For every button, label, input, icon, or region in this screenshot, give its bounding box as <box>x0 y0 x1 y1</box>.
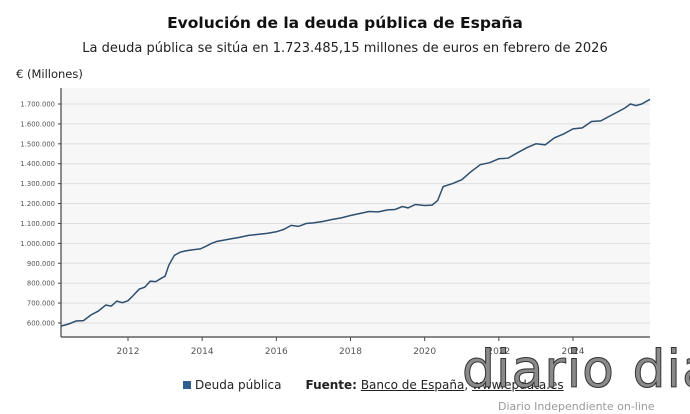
source-link-epdata[interactable]: www.epdata.es <box>472 378 564 392</box>
x-tick-label: 2016 <box>265 347 288 357</box>
plot-area <box>61 88 650 337</box>
y-tick-label: 1.100.000 <box>20 220 55 228</box>
y-tick-label: 1.200.000 <box>20 200 55 208</box>
y-tick-label: 1.400.000 <box>20 160 55 168</box>
x-tick-label: 2020 <box>413 347 436 357</box>
source-link-banco[interactable]: Banco de España <box>360 378 465 392</box>
y-tick-label: 1.700.000 <box>20 101 55 109</box>
series-line-deuda-publica <box>61 98 651 327</box>
y-tick-label: 1.300.000 <box>20 180 55 188</box>
legend-label: Deuda pública <box>195 378 282 392</box>
gridlines <box>61 103 650 324</box>
watermark-tagline: Diario Independiente on-line <box>498 400 655 413</box>
x-tick-label: 2024 <box>562 347 585 357</box>
y-axis: 600.000 700.000 800.000 900.000 1.000.000 1.1… <box>20 101 61 328</box>
y-tick-label: 900.000 <box>27 260 55 268</box>
watermark-logo: diario dia Diario Independiente on-line <box>462 340 690 414</box>
y-tick-label: 600.000 <box>27 320 55 328</box>
x-tick-label: 2014 <box>191 347 214 357</box>
chart-title: Evolución de la deuda pública de España <box>167 14 523 32</box>
legend-swatch <box>183 381 191 389</box>
watermark-logo-text: diario dia <box>462 340 690 401</box>
y-tick-label: 1.500.000 <box>20 140 55 148</box>
y-axis-label: € (Millones) <box>16 67 83 81</box>
chart-subtitle: La deuda pública se sitúa en 1.723.485,1… <box>82 41 608 56</box>
y-tick-label: 1.000.000 <box>20 240 55 248</box>
x-axis: 2012 2014 2016 2018 2020 2022 2024 <box>117 337 585 357</box>
source: Fuente: Banco de España, www.epdata.es <box>305 378 563 392</box>
x-tick-label: 2018 <box>339 347 362 357</box>
x-tick-label: 2022 <box>487 347 510 357</box>
source-label: Fuente: <box>305 378 357 392</box>
legend: Deuda pública Fuente: Banco de España, w… <box>183 378 564 392</box>
y-tick-label: 800.000 <box>27 280 55 288</box>
y-tick-label: 1.600.000 <box>20 120 55 128</box>
y-tick-label: 700.000 <box>27 300 55 308</box>
source-separator: , <box>464 378 469 392</box>
x-tick-label: 2012 <box>117 347 140 357</box>
